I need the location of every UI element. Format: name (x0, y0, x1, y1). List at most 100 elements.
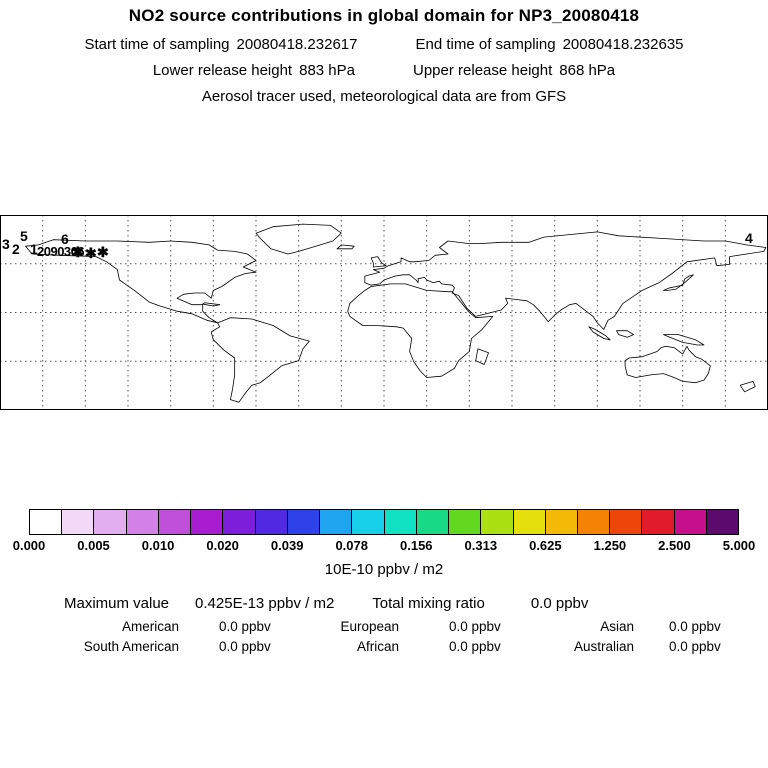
new-guinea-outline (663, 335, 704, 345)
colorbar-segment (545, 510, 578, 534)
greenland-outline (256, 224, 341, 254)
colorbar-segment (577, 510, 611, 534)
map-marker-number: 4 (745, 230, 753, 246)
region-name: European (340, 619, 399, 634)
star-marker-icon: ✱ (72, 244, 84, 260)
maximum-value: 0.425E-13 ppbv / m2 (195, 595, 335, 612)
colorbar-segment (449, 510, 482, 534)
colorbar-segment (94, 510, 127, 534)
colorbar-segment (191, 510, 224, 534)
map-marker-number: 6 (61, 231, 69, 247)
new-zealand-outline (740, 381, 755, 391)
lower-release-height: Lower release height 883 hPa (153, 62, 355, 79)
map-marker-number: 5 (20, 228, 28, 244)
british-isles-outline (371, 257, 386, 267)
colorbar-segment (62, 510, 95, 534)
map-marker-number: 3 (2, 236, 10, 252)
continent-outlines (26, 224, 766, 402)
colorbar-tick-label: 0.010 (141, 538, 175, 553)
star-marker-icon: ✱ (85, 245, 97, 261)
colorbar-tick-label: 1.250 (593, 538, 627, 553)
colorbar-tick-label: 0.000 (12, 538, 46, 553)
region-name: Australian (573, 639, 634, 654)
sampling-times-line: Start time of sampling 20080418.232617 E… (0, 36, 768, 53)
lower-release-value: 883 hPa (299, 62, 355, 79)
africa-outline (348, 284, 493, 378)
colorbar-units-label: 10E-10 ppbv / m2 (324, 561, 444, 578)
colorbar-tick-label: 0.020 (206, 538, 239, 553)
region-name: American (121, 619, 179, 634)
colorbar-tick-label: 0.156 (399, 538, 433, 553)
colorbar-segment (223, 510, 256, 534)
total-mixing-ratio-value: 0.0 ppbv (530, 595, 589, 612)
end-time-label: End time of sampling (415, 36, 556, 53)
colorbar-tick-label: 0.078 (335, 538, 368, 553)
colorbar-segment (481, 510, 514, 534)
colorbar-block: 0.000 0.005 0.010 0.020 0.039 0.078 0.156 0.313… (13, 509, 756, 578)
map-marker-number: 2 (12, 241, 20, 257)
region-value: 0.0 ppbv (219, 639, 271, 654)
south-america-outline (211, 318, 309, 403)
region-name: Asian (600, 619, 634, 634)
madagascar-outline (476, 349, 489, 365)
iceland-outline (337, 245, 354, 249)
map-overlay: 3 5 2 1 6 4 ✱ ✱ ✱ 2090306 (0, 215, 768, 410)
start-time: Start time of sampling 20080418.232617 (84, 36, 357, 53)
region-name: African (356, 639, 399, 654)
colorbar-ticks: 0.000 0.005 0.010 0.020 0.039 0.078 0.156 0.313… (13, 538, 756, 555)
lower-release-label: Lower release height (152, 62, 293, 79)
total-mixing-ratio-label: Total mixing ratio (372, 595, 485, 612)
japan-outline (663, 275, 693, 291)
region-value: 0.0 ppbv (219, 619, 271, 634)
colorbar-segment (352, 510, 385, 534)
colorbar-segment (610, 510, 643, 534)
star-marker-icon: ✱ (97, 244, 109, 260)
colorbar-segment (706, 510, 739, 534)
end-time-value: 20080418.232635 (562, 36, 684, 53)
colorbar-segment (674, 510, 707, 534)
end-time: End time of sampling 20080418.232635 (415, 36, 683, 53)
colorbar-segment (384, 510, 417, 534)
region-name: South American (83, 639, 179, 654)
plot-header: NO2 source contributions in global domai… (0, 6, 768, 105)
tracer-info-line: Aerosol tracer used, meteorological data… (201, 88, 567, 105)
north-america-outline (26, 240, 256, 323)
release-heights-line: Lower release height 883 hPa Upper relea… (0, 62, 768, 79)
upper-release-height: Upper release height 868 hPa (413, 62, 615, 79)
world-map: 3 5 2 1 6 4 ✱ ✱ ✱ 2090306 (0, 215, 768, 410)
region-value: 0.0 ppbv (449, 639, 501, 654)
map-marker-number: 1 (30, 241, 38, 257)
region-value: 0.0 ppbv (669, 619, 721, 634)
colorbar-tick-label: 0.313 (464, 538, 498, 553)
colorbar-segment (287, 510, 321, 534)
region-contributions: American 0.0 ppbv European 0.0 ppbv Asian 0.0… (24, 619, 744, 654)
colorbar-tick-label: 2.500 (658, 538, 691, 553)
colorbar-segment (642, 510, 675, 534)
start-time-label: Start time of sampling (84, 36, 230, 53)
colorbar-tick-label: 0.039 (270, 538, 304, 553)
colorbar (29, 509, 739, 535)
upper-release-label: Upper release height (413, 62, 553, 79)
colorbar-tick-label: 5.000 (722, 538, 756, 553)
stats-block: Maximum value 0.425E-13 ppbv / m2 Total … (0, 595, 768, 659)
region-row-2: South American 0.0 ppbv African 0.0 ppbv Aus… (24, 639, 744, 654)
maximum-value-label: Maximum value (64, 595, 170, 612)
start-time-value: 20080418.232617 (236, 36, 358, 53)
colorbar-segment (158, 510, 192, 534)
eurasia-outline (365, 232, 766, 330)
colorbar-segment (30, 510, 63, 534)
cuba-outline (203, 303, 220, 306)
colorbar-segment (126, 510, 159, 534)
borneo-outline (617, 331, 634, 338)
plot-title: NO2 source contributions in global domai… (128, 6, 640, 25)
australia-outline (625, 346, 710, 382)
colorbar-segment (513, 510, 546, 534)
region-value: 0.0 ppbv (449, 619, 501, 634)
latlon-grid (0, 215, 768, 410)
region-row-1: American 0.0 ppbv European 0.0 ppbv Asian 0.0… (24, 619, 744, 634)
region-value: 0.0 ppbv (669, 639, 721, 654)
colorbar-tick-label: 0.625 (529, 538, 562, 553)
colorbar-tick-label: 0.005 (77, 538, 110, 553)
marker-cluster-label: 2090306 (37, 244, 85, 259)
